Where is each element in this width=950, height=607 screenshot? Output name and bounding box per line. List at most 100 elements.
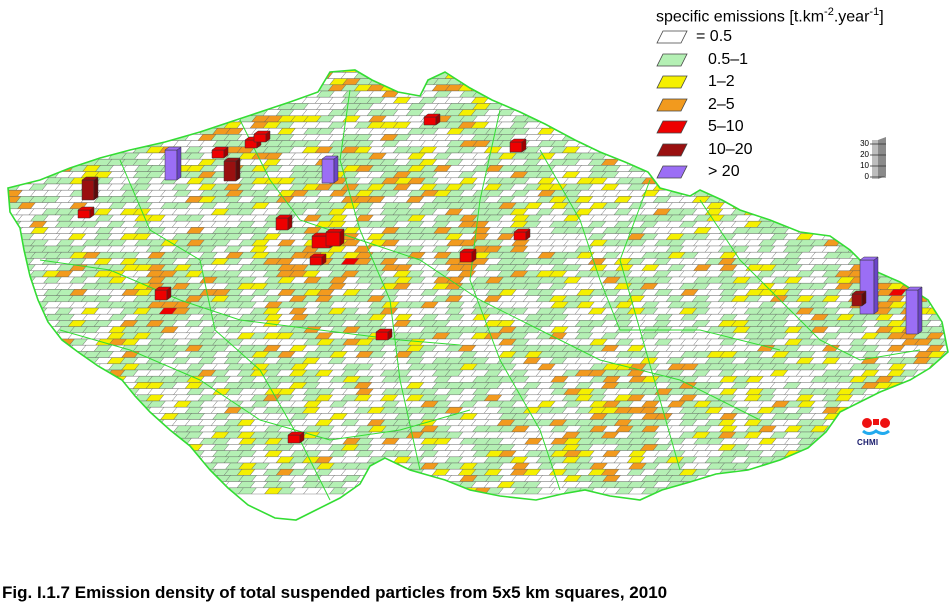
grid-square — [95, 90, 114, 98]
grid-square — [184, 97, 204, 104]
grid-square — [862, 214, 881, 222]
grid-square — [121, 413, 140, 420]
grid-square — [8, 438, 23, 445]
grid-square — [145, 97, 165, 104]
grid-square — [30, 338, 49, 346]
grid-square — [147, 103, 166, 110]
grid-square — [8, 115, 23, 123]
grid-square — [587, 84, 607, 92]
grid-square — [54, 72, 74, 79]
grid-square — [67, 369, 87, 377]
grid-square — [8, 407, 9, 414]
grid-square — [392, 72, 412, 79]
grid-square — [368, 70, 387, 73]
grid-square — [8, 456, 22, 464]
grid-square — [938, 444, 948, 451]
grid-square — [912, 444, 932, 451]
grid-square — [496, 84, 516, 92]
grid-square — [381, 70, 400, 73]
grid-square — [938, 221, 948, 228]
grid-square — [484, 60, 502, 66]
grid-square — [67, 134, 87, 141]
grid-square — [8, 252, 10, 259]
grid-square — [940, 252, 948, 259]
grid-square — [147, 425, 166, 433]
grid-square — [849, 239, 868, 247]
grid-square — [912, 419, 932, 426]
grid-square — [602, 70, 621, 73]
grid-square — [823, 227, 842, 234]
grid-square — [873, 245, 893, 253]
grid-square — [17, 70, 36, 73]
grid-square — [108, 400, 127, 408]
grid-square — [561, 72, 581, 79]
grid-square — [108, 103, 127, 110]
grid-square — [56, 78, 75, 85]
grid-square — [212, 103, 231, 110]
grid-square — [17, 115, 36, 123]
grid-square — [8, 376, 23, 383]
grid-square — [15, 295, 35, 302]
grid-square — [795, 183, 815, 191]
grid-square — [8, 245, 22, 253]
grid-square — [158, 121, 178, 129]
grid-square — [912, 183, 932, 191]
grid-square — [899, 258, 919, 265]
grid-square — [93, 407, 113, 414]
grid-square — [8, 239, 23, 247]
grid-square — [145, 72, 165, 79]
grid-square — [145, 134, 165, 141]
grid-square — [407, 78, 426, 85]
grid-square — [80, 456, 100, 464]
grid-square — [121, 462, 140, 470]
grid-square — [589, 115, 608, 123]
grid-square — [847, 196, 867, 203]
grid-square — [834, 221, 854, 228]
grid-square — [901, 276, 920, 284]
grid-square — [899, 270, 919, 278]
grid-square — [600, 97, 620, 104]
grid-square — [886, 394, 906, 402]
grid-square — [41, 456, 61, 464]
grid-square — [8, 369, 22, 377]
grid-square — [8, 103, 23, 110]
grid-square — [522, 72, 542, 79]
grid-square — [704, 183, 724, 191]
grid-square — [121, 450, 140, 457]
emission-map — [7, 60, 949, 521]
grid-square — [250, 60, 268, 66]
grid-square — [836, 190, 855, 197]
grid-square — [587, 97, 607, 104]
grid-square — [394, 78, 413, 85]
grid-square — [8, 183, 9, 191]
grid-square — [901, 227, 920, 234]
grid-square — [524, 70, 543, 73]
grid-square — [108, 140, 127, 147]
grid-square — [28, 332, 48, 340]
grid-square — [93, 456, 113, 464]
grid-square — [171, 121, 191, 129]
grid-square — [8, 252, 23, 259]
grid-square — [914, 202, 933, 209]
grid-square — [28, 394, 48, 402]
grid-square — [15, 369, 35, 377]
grid-square — [17, 165, 36, 172]
grid-square — [912, 431, 932, 439]
grid-square — [548, 109, 568, 116]
grid-square — [95, 413, 114, 420]
grid-square — [28, 134, 48, 141]
grid-square — [30, 351, 49, 358]
grid-square — [8, 462, 10, 470]
grid-square — [821, 183, 841, 191]
grid-square — [199, 78, 218, 85]
grid-square — [901, 413, 920, 420]
grid-square — [28, 320, 48, 327]
grid-square — [8, 307, 22, 315]
grid-square — [535, 84, 555, 92]
grid-square — [15, 357, 35, 364]
grid-square — [67, 394, 87, 402]
grid-square — [15, 307, 35, 315]
grid-square — [483, 84, 503, 92]
grid-square — [938, 345, 948, 352]
grid-square — [587, 121, 607, 129]
